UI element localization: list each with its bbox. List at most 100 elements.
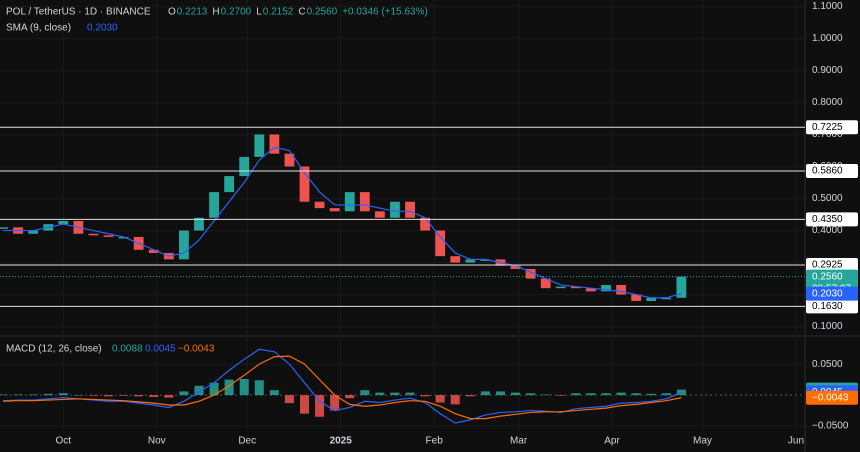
y-tick-label: 0.5000	[812, 193, 843, 204]
candle	[58, 220, 69, 225]
candle	[405, 201, 415, 218]
histogram-bar	[465, 395, 475, 397]
candle	[284, 153, 295, 167]
candle	[540, 278, 551, 289]
candle	[194, 217, 204, 231]
sma-last-label: 0.2030	[812, 288, 843, 299]
candle	[420, 217, 431, 231]
histogram-bar	[209, 382, 219, 396]
candle	[570, 286, 581, 289]
histogram-bar	[435, 395, 445, 403]
ohlc-value: 0.2560	[307, 7, 338, 18]
histogram-bar	[631, 393, 641, 396]
sma-line	[3, 146, 682, 299]
macd-line	[2, 348, 682, 424]
candle	[601, 284, 611, 292]
candle	[103, 235, 114, 237]
plot	[0, 0, 805, 431]
candle	[450, 256, 461, 263]
x-tick-label: May	[693, 436, 712, 447]
histogram-bar	[450, 395, 460, 405]
sma-legend-value: 0.2030	[87, 23, 118, 34]
candle	[676, 276, 687, 298]
histogram-bar	[0, 394, 8, 396]
y-tick-label: 0.4000	[812, 225, 843, 236]
histogram-bar	[315, 395, 325, 417]
macd-legend-value: 0.0045	[145, 344, 176, 355]
histogram-bar	[646, 393, 656, 396]
y-tick-label: 1.0000	[812, 33, 843, 44]
candle	[661, 297, 672, 300]
histogram-bar	[541, 394, 551, 396]
last-price-label: 0.2560	[812, 271, 843, 282]
x-tick-label: Oct	[56, 436, 72, 447]
macd-tick-label: −0.0500	[812, 421, 849, 432]
x-tick-label: Dec	[238, 436, 256, 447]
ohlc-key: H	[212, 7, 219, 18]
histogram-bar	[360, 390, 370, 396]
macd-last-label: −0.0043	[812, 392, 849, 403]
histogram-bar	[284, 395, 294, 404]
histogram-bar	[164, 395, 174, 398]
histogram-bar	[299, 395, 310, 414]
ohlc-key: C	[298, 7, 305, 18]
ohlc-key: L	[256, 7, 262, 18]
histogram-bar	[179, 391, 189, 396]
y-tick-label: 0.8000	[812, 97, 843, 108]
ohlc-key: O	[168, 7, 176, 18]
histogram-bar	[526, 393, 536, 396]
candle	[329, 208, 340, 212]
histogram-bar	[28, 394, 38, 396]
histogram-bar	[224, 379, 234, 396]
histogram-bar	[375, 392, 385, 396]
candle	[0, 227, 8, 229]
histogram-bar	[88, 395, 98, 396]
histogram-bar	[269, 390, 279, 396]
candle	[390, 201, 400, 218]
candle	[209, 192, 219, 218]
level-label: 0.2925	[812, 260, 843, 271]
histogram-bar	[254, 380, 264, 396]
y-tick-label: 0.9000	[812, 65, 843, 76]
histogram-bar	[134, 395, 144, 397]
histogram-bar	[73, 395, 83, 396]
level-box	[806, 163, 858, 178]
candle	[299, 166, 310, 202]
candle	[224, 176, 235, 193]
x-tick-label: 2025	[330, 436, 353, 447]
level-label: 0.7225	[812, 122, 843, 133]
candle	[435, 230, 446, 257]
candle	[148, 249, 159, 253]
candle	[510, 265, 521, 269]
candle	[269, 134, 280, 154]
candle	[374, 211, 385, 218]
y-tick-label: 1.1000	[812, 1, 843, 12]
histogram-bar	[119, 395, 129, 396]
histogram-bar	[390, 392, 400, 396]
candle	[586, 288, 596, 292]
histogram-bar	[571, 393, 581, 396]
level-box	[806, 257, 858, 272]
level-box	[806, 120, 858, 135]
histogram-bar	[58, 393, 68, 396]
candle	[344, 192, 355, 212]
candle	[465, 259, 476, 263]
histogram-bar	[480, 391, 490, 396]
candle	[28, 230, 39, 234]
sma-legend: SMA (9, close)	[6, 23, 71, 34]
y-tick-label: 0.1000	[812, 321, 843, 332]
candle	[314, 201, 325, 209]
change: +0.0346 (+15.63%)	[342, 7, 428, 18]
histogram-bar	[586, 393, 596, 396]
candle	[525, 268, 536, 279]
candle	[480, 259, 491, 261]
level-box	[806, 212, 858, 227]
candle	[631, 294, 642, 301]
candle	[239, 156, 250, 177]
level-label: 0.5860	[812, 166, 843, 177]
candle	[555, 286, 566, 289]
ohlc-value: 0.2152	[263, 7, 294, 18]
x-tick-label: Jun	[788, 436, 804, 447]
